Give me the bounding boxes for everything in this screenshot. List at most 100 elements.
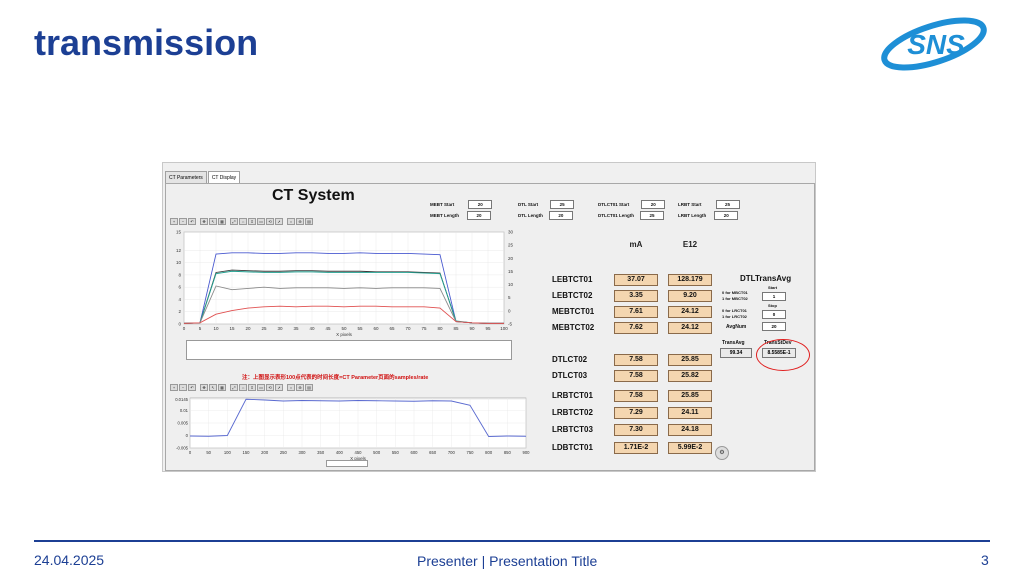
search-plus-icon[interactable]: ⊕	[296, 384, 304, 391]
select-icon[interactable]: ➚	[275, 218, 283, 225]
dtl-start-input[interactable]: 25	[550, 200, 575, 209]
row-label-dtlct03: DTLCT03	[552, 371, 588, 380]
undo-icon[interactable]: ↶	[188, 218, 196, 225]
slide-title: transmission	[34, 22, 259, 63]
ma-value-dtlct03: 7.58	[614, 370, 658, 382]
chart1-toolbar: + − ↶ ✥ ↖ ▦ ⤢ ⇔ ⇕ ▭ ⟲ ➚ ○ ⊕ ▤	[170, 218, 313, 225]
chart1-ytick-label: 12	[176, 248, 182, 253]
app-title: CT System	[272, 187, 355, 204]
cursor-icon[interactable]: ↖	[209, 384, 217, 391]
stop-hint-1: 1 for LRCT02	[722, 314, 747, 319]
tab-ct-parameters[interactable]: CT Parameters	[165, 171, 207, 183]
chart2-xtick-label: 50	[206, 450, 211, 455]
chart1-xtick-label: 10	[213, 326, 219, 331]
zoom-box-icon[interactable]: ▭	[257, 384, 265, 391]
row-label-lebtct02: LEBTCT02	[552, 291, 593, 300]
chart2-series-line-0	[189, 398, 527, 437]
footer-page-number: 3	[981, 552, 989, 568]
ma-value-lrbtct01: 7.58	[614, 390, 658, 402]
mebt-length-label: MEBT Length	[430, 213, 459, 218]
graph-icon[interactable]: ▦	[218, 384, 226, 391]
avgnum-input[interactable]: 20	[762, 322, 786, 331]
dtl-length-label: DTL Length	[518, 213, 543, 218]
tab-ct-display[interactable]: CT Display	[207, 171, 241, 183]
ldbt-chart-svg: 0 50 100 150 200 250 300 350 400 450 500 550 600 650 7…	[175, 397, 530, 461]
pan-icon[interactable]: ✥	[200, 384, 208, 391]
dtlct01-start-input[interactable]: 20	[641, 200, 666, 209]
row-label-lebtct01: LEBTCT01	[552, 275, 593, 284]
chart2-xtick-label: 600	[411, 450, 419, 455]
reset-icon[interactable]: ⟲	[266, 384, 274, 391]
ma-value-lrbtct02: 7.29	[614, 407, 658, 419]
start-label: Start	[768, 285, 778, 290]
zoom-out-icon[interactable]: −	[179, 218, 187, 225]
reset-icon[interactable]: ⟲	[266, 218, 274, 225]
chart2-xtick-label: 300	[299, 450, 307, 455]
chart1-xtick-label: 60	[373, 326, 379, 331]
zoom-y-icon[interactable]: ⇕	[248, 218, 256, 225]
fit-icon[interactable]: ⤢	[230, 384, 238, 391]
zoom-in-icon[interactable]: +	[170, 218, 178, 225]
chart2-ytick-label: 0	[186, 433, 189, 438]
lrbt-length-input[interactable]: 20	[714, 211, 739, 220]
graph-icon[interactable]: ▦	[218, 218, 226, 225]
stop-input[interactable]: 0	[762, 310, 786, 319]
ma-value-ldbtct01: 1.71E-2	[614, 442, 658, 454]
chart1-series-line-4	[183, 305, 504, 324]
row-label-dtlct02: DTLCT02	[552, 355, 588, 364]
zoom-x-icon[interactable]: ⇔	[239, 384, 247, 391]
lrbt-start-input[interactable]: 25	[715, 200, 740, 209]
zoom-x-icon[interactable]: ⇔	[239, 218, 247, 225]
chart1-xtick-label: 45	[325, 326, 331, 331]
dtlct01-start-param: DTLCT01 Start 20	[598, 200, 666, 209]
save-icon[interactable]: ▤	[305, 384, 313, 391]
chart1-right-tick-label: 20	[508, 256, 514, 261]
select-icon[interactable]: ➚	[275, 384, 283, 391]
mebt-length-param: MEBT Length 20	[430, 211, 491, 220]
start-hint-0: 0 for MBCT01	[722, 290, 748, 295]
zoom-out-icon[interactable]: −	[179, 384, 187, 391]
chart1-xtick-label: 70	[405, 326, 411, 331]
start-input[interactable]: 1	[762, 292, 786, 301]
chart2-xtick-label: 550	[392, 450, 400, 455]
undo-icon[interactable]: ↶	[188, 384, 196, 391]
pan-icon[interactable]: ✥	[200, 218, 208, 225]
zoom-box-icon[interactable]: ▭	[257, 218, 265, 225]
chart2-xlabel: X pixels	[350, 456, 367, 461]
gear-icon[interactable]: ⚙	[715, 446, 729, 460]
mebt-start-param: MEBT Start 20	[430, 200, 493, 209]
dtlct01-length-input[interactable]: 25	[640, 211, 664, 220]
chart2-ytick-label: 0.0145	[175, 397, 188, 402]
row-label-lrbtct01: LRBTCT01	[552, 391, 593, 400]
fit-icon[interactable]: ⤢	[230, 218, 238, 225]
cursor-icon[interactable]: ↖	[209, 218, 217, 225]
chart1-right-tick-label: 25	[508, 243, 514, 248]
stop-label: Stop	[768, 303, 777, 308]
chart1-xtick-label: 65	[389, 326, 395, 331]
chart1-right-tick-label: 0	[508, 308, 511, 313]
e12-value-ldbtct01: 5.99E-2	[668, 442, 712, 454]
chart1-xtick-label: 100	[500, 326, 508, 331]
ma-value-lebtct01: 37.07	[614, 274, 658, 286]
chart2-xtick-label: 200	[261, 450, 269, 455]
save-icon[interactable]: ▤	[305, 218, 313, 225]
chart1-series-line-2	[183, 270, 504, 324]
search-icon[interactable]: ○	[287, 384, 295, 391]
dtlct01-length-param: DTLCT01 Length 25	[598, 211, 664, 220]
dtl-length-input[interactable]: 20	[548, 211, 573, 220]
search-icon[interactable]: ○	[287, 218, 295, 225]
chart1-xtick-label: 35	[293, 326, 299, 331]
zoom-in-icon[interactable]: +	[170, 384, 178, 391]
mebt-length-input[interactable]: 20	[467, 211, 491, 220]
row-label-lrbtct02: LRBTCT02	[552, 408, 593, 417]
chart2-xtick-label: 150	[243, 450, 251, 455]
chart2-legend	[326, 460, 368, 467]
dtlct01-length-label: DTLCT01 Length	[598, 213, 634, 218]
search-plus-icon[interactable]: ⊕	[296, 218, 304, 225]
zoom-y-icon[interactable]: ⇕	[248, 384, 256, 391]
mebt-start-input[interactable]: 20	[468, 200, 493, 209]
chart1-xtick-label: 20	[245, 326, 251, 331]
current-chart: 0 5 10 15 20 25 30 35 40 45 50 55 60 65 70 75 80 85 90 95 10…	[170, 228, 526, 338]
chart1-right-tick-label: -5	[508, 322, 512, 327]
sns-logo-icon: SNS	[881, 17, 987, 71]
